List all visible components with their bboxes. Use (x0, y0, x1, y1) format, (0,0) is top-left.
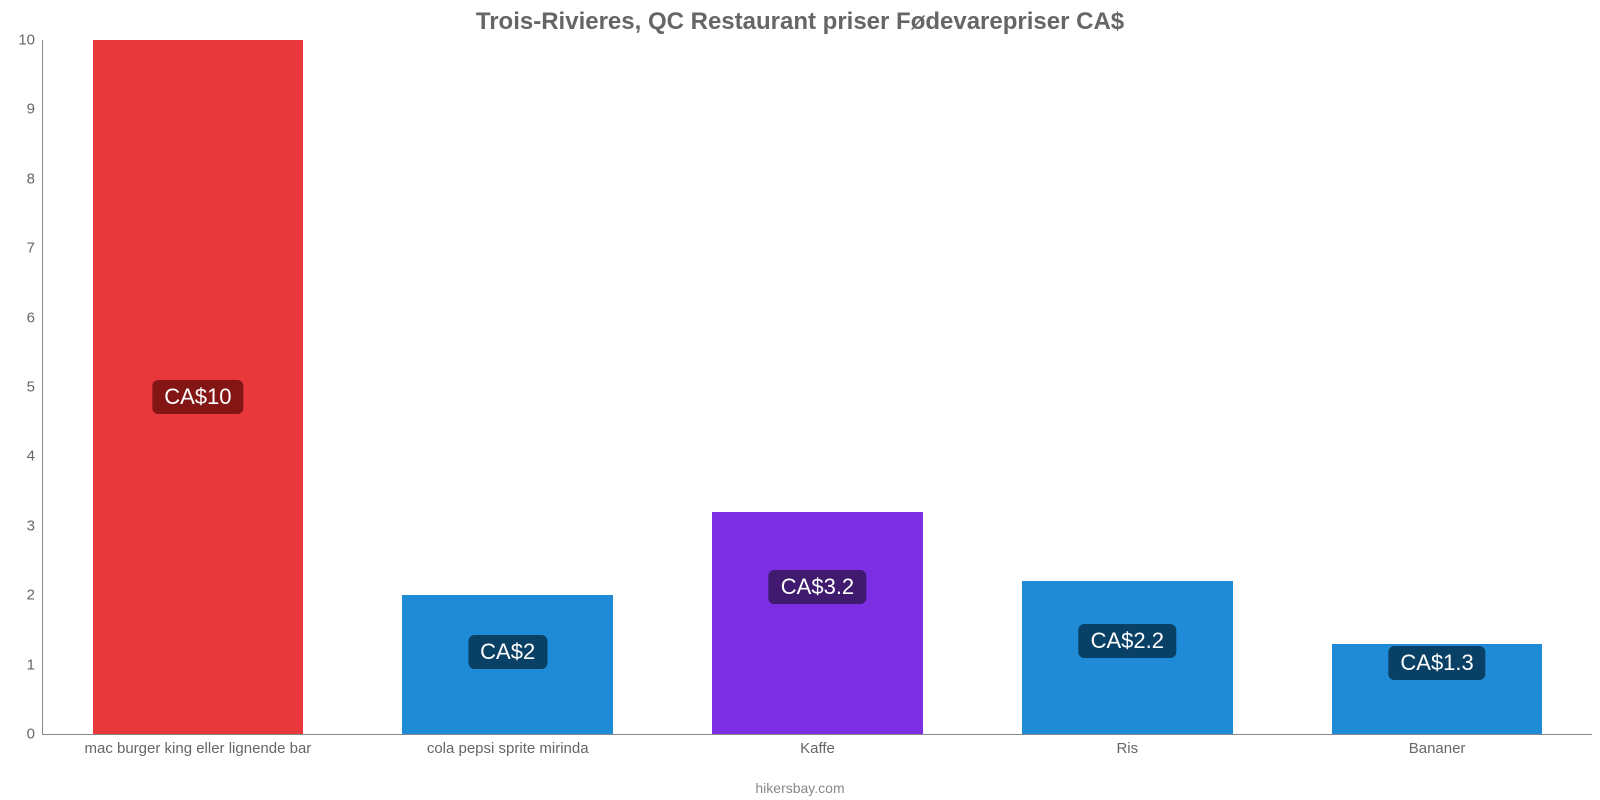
y-tick: 6 (27, 309, 35, 326)
y-tick: 8 (27, 170, 35, 187)
attribution: hikersbay.com (0, 780, 1600, 796)
bar-slot: CA$3.2Kaffe (663, 40, 973, 734)
bar: CA$10 (93, 40, 304, 734)
value-label: CA$2 (468, 635, 547, 669)
bar-slot: CA$2cola pepsi sprite mirinda (353, 40, 663, 734)
bar: CA$2 (402, 595, 613, 734)
bar-chart: Trois-Rivieres, QC Restaurant priser Fød… (0, 0, 1600, 800)
bar-slot: CA$2.2Ris (972, 40, 1282, 734)
x-label: Kaffe (800, 740, 835, 757)
bar-slot: CA$1.3Bananer (1282, 40, 1592, 734)
x-label: cola pepsi sprite mirinda (427, 740, 589, 757)
y-tick: 4 (27, 448, 35, 465)
y-tick: 7 (27, 240, 35, 257)
bars-container: CA$10mac burger king eller lignende barC… (43, 40, 1592, 734)
x-label: Ris (1116, 740, 1138, 757)
x-label: Bananer (1409, 740, 1466, 757)
value-label: CA$10 (152, 380, 243, 414)
bar: CA$1.3 (1332, 644, 1543, 734)
bar: CA$3.2 (712, 512, 923, 734)
bar: CA$2.2 (1022, 581, 1233, 734)
y-tick: 1 (27, 656, 35, 673)
x-label: mac burger king eller lignende bar (84, 740, 311, 757)
y-tick: 2 (27, 587, 35, 604)
y-tick: 5 (27, 379, 35, 396)
plot-area: CA$10mac burger king eller lignende barC… (42, 40, 1592, 735)
value-label: CA$2.2 (1079, 624, 1176, 658)
value-label: CA$1.3 (1388, 646, 1485, 680)
y-tick: 9 (27, 101, 35, 118)
bar-slot: CA$10mac burger king eller lignende bar (43, 40, 353, 734)
value-label: CA$3.2 (769, 570, 866, 604)
y-tick: 0 (27, 726, 35, 743)
y-tick: 3 (27, 517, 35, 534)
chart-title: Trois-Rivieres, QC Restaurant priser Fød… (0, 8, 1600, 36)
y-tick: 10 (18, 32, 35, 49)
